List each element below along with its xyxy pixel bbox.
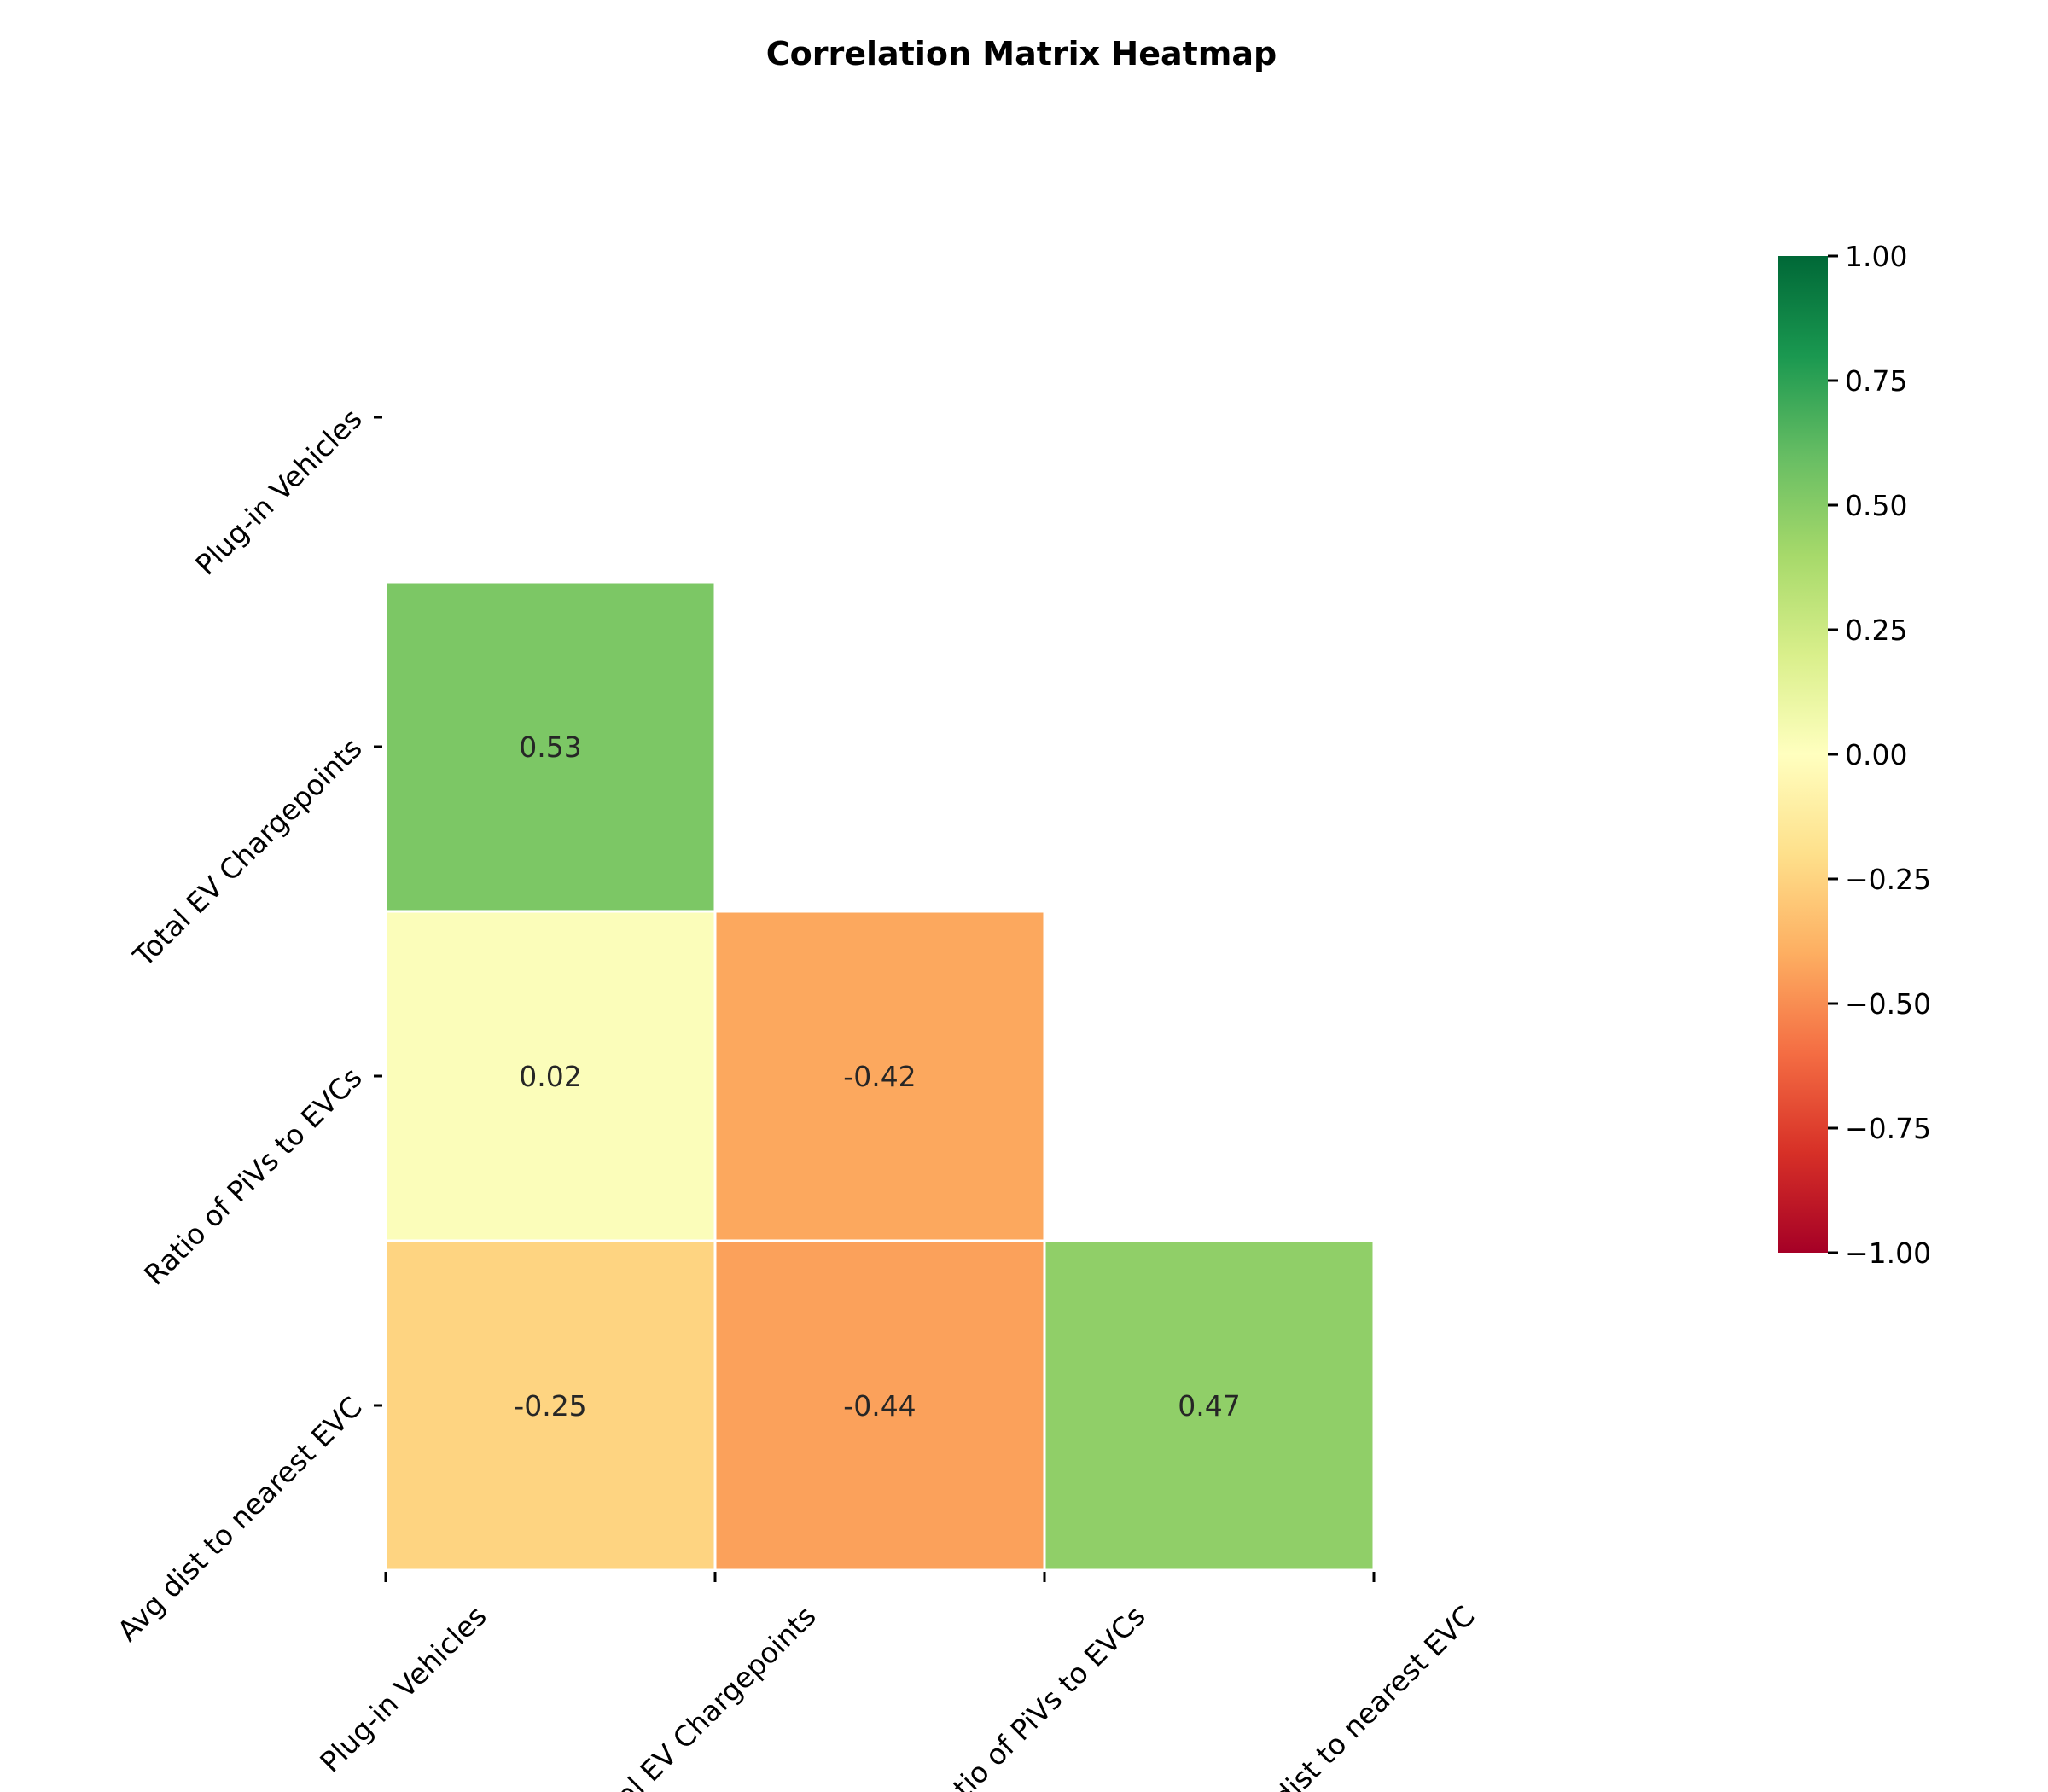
x-tick-label: Ratio of PiVs to EVCs	[921, 1599, 1151, 1792]
colorbar-gradient	[1778, 256, 1828, 1253]
colorbar-tick-label: 1.00	[1845, 240, 1907, 273]
heatmap-cell	[713, 910, 1046, 1242]
x-tick-label: Total EV Chargepoints	[580, 1599, 823, 1792]
y-tick-label: Total EV Chargepoints	[126, 731, 369, 974]
cell-value-label: -0.25	[514, 1389, 586, 1423]
colorbar-tick-label: 0.25	[1845, 614, 1907, 647]
colorbar-tick-label: −1.00	[1845, 1236, 1931, 1270]
cell-value-label: 0.53	[519, 730, 581, 764]
x-tick-label: Avg dist to nearest EVC	[1224, 1599, 1481, 1792]
colorbar-tick-label: −0.50	[1845, 987, 1931, 1021]
heatmap-cell	[1043, 1239, 1376, 1572]
colorbar-tick-label: 0.75	[1845, 364, 1907, 398]
colorbar-tick-label: −0.25	[1845, 863, 1931, 896]
heatmap-cell-labels: 0.53 0.02 -0.42 -0.25 -0.44 0.47	[514, 730, 1240, 1423]
chart-title: Correlation Matrix Heatmap	[766, 35, 1277, 73]
y-tick-label: Ratio of PiVs to EVCs	[137, 1061, 368, 1291]
colorbar-tick-label: 0.00	[1845, 738, 1907, 771]
heatmap-cell	[384, 910, 717, 1242]
colorbar-tick-label: 0.50	[1845, 489, 1907, 522]
cell-value-label: 0.02	[519, 1060, 581, 1093]
heatmap-cell	[384, 1239, 717, 1572]
x-axis: Plug-in Vehicles Total EV Chargepoints Rat…	[313, 1572, 1481, 1792]
cell-value-label: 0.47	[1178, 1389, 1240, 1423]
cell-value-label: -0.44	[843, 1389, 916, 1423]
heatmap-cells	[384, 580, 1376, 1572]
y-tick-label: Avg dist to nearest EVC	[111, 1390, 369, 1648]
colorbar-tick-label: −0.75	[1845, 1112, 1931, 1145]
y-tick-label: Plug-in Vehicles	[189, 402, 368, 581]
heatmap-cell	[384, 580, 717, 913]
cell-value-label: -0.42	[843, 1060, 916, 1093]
y-axis: Plug-in Vehicles Total EV Chargepoints Rat…	[111, 402, 382, 1648]
x-tick-label: Plug-in Vehicles	[313, 1599, 492, 1778]
colorbar: 1.00 0.75 0.50 0.25 0.00 −0.25 −0.50 −0.75 −1.00	[1778, 240, 1931, 1270]
heatmap-cell	[713, 1239, 1046, 1572]
